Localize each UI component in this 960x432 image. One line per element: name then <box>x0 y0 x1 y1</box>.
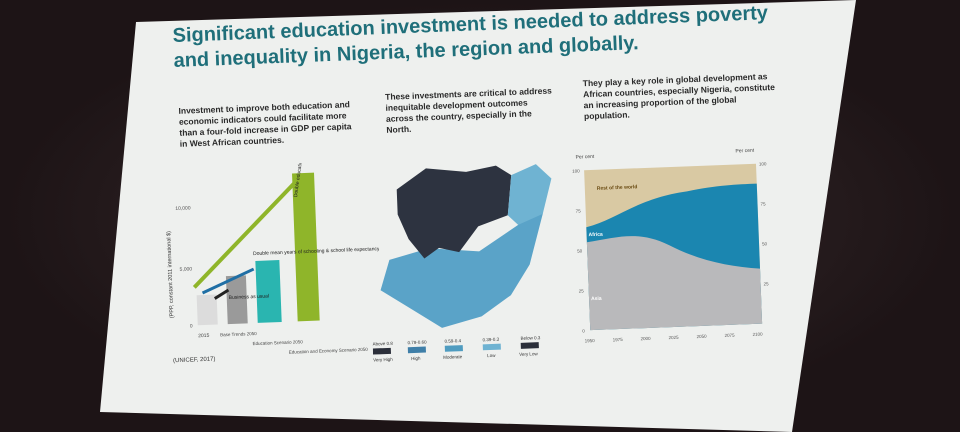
svg-text:25: 25 <box>579 288 585 293</box>
svg-text:100: 100 <box>572 168 580 173</box>
svg-text:50: 50 <box>577 248 583 253</box>
legend-low: 0.39-0.3 Low <box>482 337 501 358</box>
legend-very-high: Above 0.8 Very High <box>373 341 394 363</box>
bar-2015 <box>196 294 218 326</box>
label-africa: Africa <box>588 232 603 239</box>
bar-education <box>255 260 282 323</box>
y-tick-10000: 10,000 <box>175 205 191 212</box>
svg-text:Below 0.3: Below 0.3 <box>520 335 540 341</box>
legend-moderate: 0.59-0.4 Moderate <box>443 338 463 360</box>
map-northeast <box>507 164 552 225</box>
population-area-chart: Per cent Per cent Rest of the world Afri… <box>572 148 770 344</box>
svg-text:Very Low: Very Low <box>519 351 538 357</box>
svg-text:0.79-0.60: 0.79-0.60 <box>408 339 428 345</box>
legend-high: 0.79-0.60 High <box>408 339 428 361</box>
svg-text:2100: 2100 <box>752 332 763 337</box>
arrow-green <box>192 173 304 289</box>
svg-text:Moderate: Moderate <box>443 354 463 360</box>
svg-text:50: 50 <box>762 241 768 246</box>
x-ticks: 1950 1975 2000 2025 2050 2075 2100 <box>585 332 764 344</box>
svg-text:Above 0.8: Above 0.8 <box>373 341 394 347</box>
map-south <box>380 184 543 328</box>
svg-text:2050: 2050 <box>696 334 707 339</box>
svg-text:75: 75 <box>760 201 766 206</box>
nigeria-map: Above 0.8 Very High 0.79-0.60 High 0.59-0.… <box>373 164 552 363</box>
annotation-bau: Business as usual <box>229 293 270 301</box>
y-label-right: Per cent <box>735 148 754 155</box>
bar-base <box>225 275 248 325</box>
column-3-text: They play a key role in global developme… <box>582 71 776 122</box>
map-north <box>396 165 512 259</box>
x-tick-base: Base Trends 2050 <box>220 331 257 337</box>
svg-text:0.39-0.3: 0.39-0.3 <box>482 337 499 343</box>
svg-text:High: High <box>411 356 421 361</box>
svg-text:25: 25 <box>764 281 770 286</box>
svg-text:Very High: Very High <box>373 357 393 363</box>
y-tick-5000: 5,000 <box>180 266 193 272</box>
svg-text:1950: 1950 <box>585 338 596 343</box>
gdp-bar-chart: (PPP, constant 2011 international $) 0 5… <box>166 160 380 355</box>
arrow-blue <box>201 267 255 295</box>
svg-text:2075: 2075 <box>724 333 735 338</box>
svg-text:75: 75 <box>576 208 582 213</box>
legend-very-low: Below 0.3 Very Low <box>519 335 541 357</box>
svg-text:Low: Low <box>487 353 496 358</box>
svg-text:1975: 1975 <box>613 337 624 342</box>
label-rest: Rest of the world <box>597 184 638 192</box>
x-tick-2015: 2015 <box>198 333 210 339</box>
x-tick-econ: Education and Economy Scenario 2050 <box>289 347 369 355</box>
y-label-left: Per cent <box>576 154 595 161</box>
map-legend: Above 0.8 Very High 0.79-0.60 High 0.59-0.… <box>373 335 541 363</box>
svg-text:2025: 2025 <box>669 335 680 340</box>
svg-text:0.59-0.4: 0.59-0.4 <box>444 338 461 344</box>
label-asia: Asia <box>591 296 602 302</box>
annotation-schooling: Double mean years of schooling & school … <box>253 246 380 257</box>
slide-content: Significant education investment is need… <box>120 0 835 420</box>
svg-text:0: 0 <box>582 328 585 333</box>
column-2-text: These investments are critical to addres… <box>384 85 552 135</box>
y-ticks: 0 25 50 75 100 75 50 25 100 <box>572 161 770 333</box>
x-tick-edu: Education Scenario 2050 <box>252 339 303 346</box>
arrow-black <box>213 288 230 300</box>
bar-economy <box>292 172 320 322</box>
svg-text:100: 100 <box>759 161 767 166</box>
y-axis-label: (PPP, constant 2011 international $) <box>166 231 175 319</box>
area-asia <box>586 236 763 331</box>
svg-text:2000: 2000 <box>641 336 652 341</box>
y-tick-0: 0 <box>190 323 193 329</box>
column-1-text: Investment to improve both education and… <box>178 99 352 149</box>
